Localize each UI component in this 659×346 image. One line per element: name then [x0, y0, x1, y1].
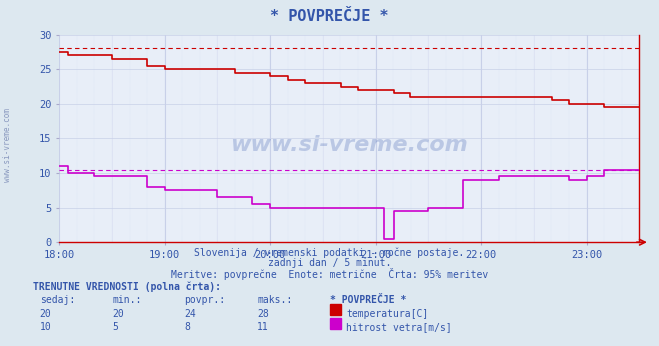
- Text: zadnji dan / 5 minut.: zadnji dan / 5 minut.: [268, 258, 391, 268]
- Text: * POVPREČJE *: * POVPREČJE *: [330, 295, 406, 305]
- Text: 8: 8: [185, 322, 190, 333]
- Text: 24: 24: [185, 309, 196, 319]
- Text: min.:: min.:: [112, 295, 142, 305]
- Text: www.si-vreme.com: www.si-vreme.com: [231, 135, 468, 155]
- Text: * POVPREČJE *: * POVPREČJE *: [270, 9, 389, 24]
- Text: sedaj:: sedaj:: [40, 295, 74, 305]
- Text: Meritve: povprečne  Enote: metrične  Črta: 95% meritev: Meritve: povprečne Enote: metrične Črta:…: [171, 268, 488, 280]
- Text: 20: 20: [40, 309, 51, 319]
- Text: Slovenija / vremenski podatki - ročne postaje.: Slovenija / vremenski podatki - ročne po…: [194, 247, 465, 258]
- Text: maks.:: maks.:: [257, 295, 292, 305]
- Text: povpr.:: povpr.:: [185, 295, 225, 305]
- Text: temperatura[C]: temperatura[C]: [346, 309, 428, 319]
- Text: 10: 10: [40, 322, 51, 333]
- Text: hitrost vetra[m/s]: hitrost vetra[m/s]: [346, 322, 451, 333]
- Text: 5: 5: [112, 322, 118, 333]
- Text: www.si-vreme.com: www.si-vreme.com: [3, 108, 13, 182]
- Text: 28: 28: [257, 309, 269, 319]
- Text: 20: 20: [112, 309, 124, 319]
- Text: TRENUTNE VREDNOSTI (polna črta):: TRENUTNE VREDNOSTI (polna črta):: [33, 282, 221, 292]
- Text: 11: 11: [257, 322, 269, 333]
